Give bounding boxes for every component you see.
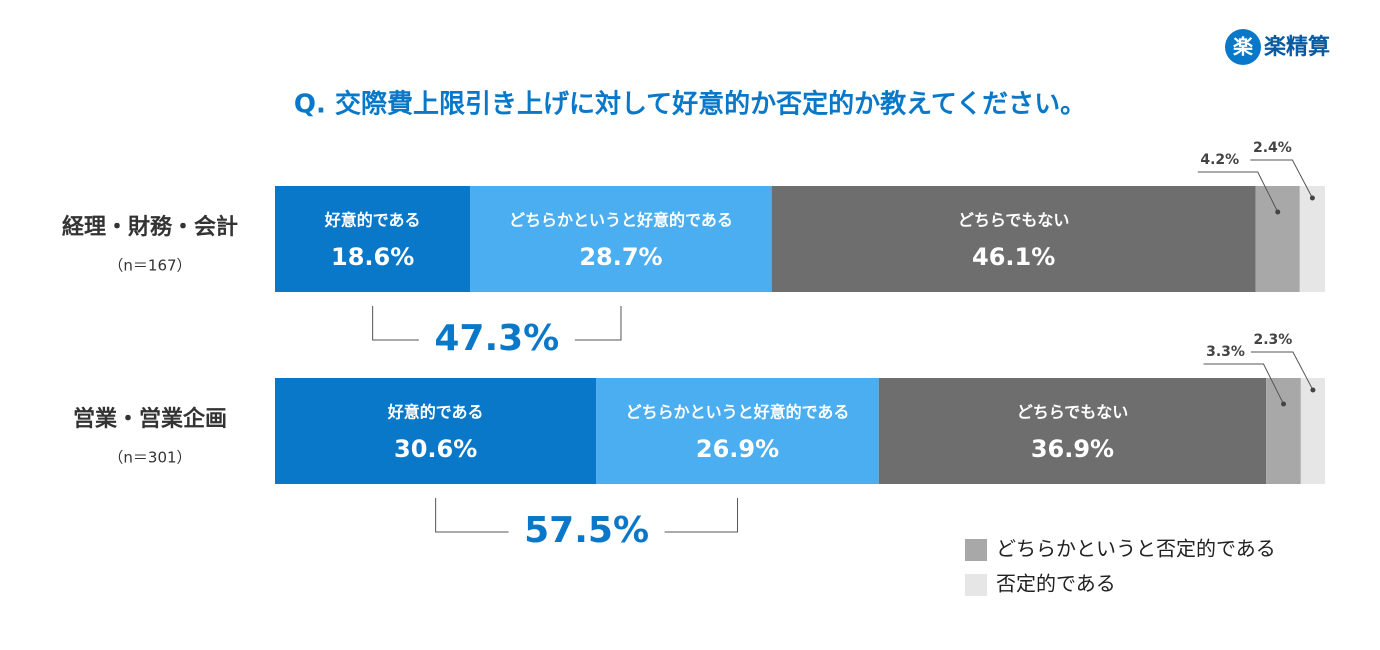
data-label: 36.9% xyxy=(1031,435,1114,463)
leader-line xyxy=(1250,351,1314,391)
logo-text: 楽精算 xyxy=(1264,34,1330,60)
data-label: 30.6% xyxy=(394,435,477,463)
segment-name: どちらでもない xyxy=(958,211,1070,230)
data-label: 3.3% xyxy=(1206,344,1245,360)
leader-line xyxy=(1197,171,1279,213)
bar-segment xyxy=(470,186,772,292)
bar-segment xyxy=(275,186,471,292)
leader-dot xyxy=(1309,195,1315,201)
data-label: 2.3% xyxy=(1254,332,1293,348)
segment-name: どちらでもない xyxy=(1017,403,1129,422)
bar-segment xyxy=(771,186,1256,292)
chart-title: Q. 交際費上限引き上げに対して好意的か否定的か教えてください。 xyxy=(294,89,1086,120)
data-label: 18.6% xyxy=(331,243,414,271)
leader-dot xyxy=(1310,387,1316,393)
combined-label: 57.5% xyxy=(524,510,649,551)
bar-segment xyxy=(1255,186,1300,292)
segment-name: 好意的である xyxy=(324,211,421,230)
bracket xyxy=(664,498,739,533)
bracket xyxy=(574,306,622,341)
bar-segment xyxy=(596,378,879,484)
category-label: 営業・営業企画 xyxy=(73,406,227,432)
data-label: 28.7% xyxy=(579,243,662,271)
logo-icon-bg xyxy=(1225,29,1261,65)
segment-name: 好意的である xyxy=(387,403,484,422)
category-note: （n＝301） xyxy=(108,449,191,467)
leader-line xyxy=(1203,363,1284,405)
data-label: 46.1% xyxy=(972,243,1055,271)
bar-segment xyxy=(878,378,1267,484)
segment-name: どちらかというと好意的である xyxy=(509,211,733,230)
logo-icon: 楽 xyxy=(1233,35,1254,59)
segment-name: どちらかというと好意的である xyxy=(626,403,850,422)
data-label: 2.4% xyxy=(1253,140,1292,156)
legend-label: どちらかというと否定的である xyxy=(996,537,1276,561)
bracket xyxy=(372,306,419,341)
bar-segment xyxy=(1299,186,1325,292)
legend-label: 否定的である xyxy=(996,572,1116,596)
category-note: （n＝167） xyxy=(108,257,191,275)
combined-label: 47.3% xyxy=(434,318,559,359)
legend-swatch xyxy=(965,574,987,596)
leader-dot xyxy=(1275,209,1281,215)
bar-segment xyxy=(275,378,597,484)
data-label: 4.2% xyxy=(1200,152,1239,168)
bar-segment xyxy=(1266,378,1301,484)
legend-swatch xyxy=(965,539,987,561)
data-label: 26.9% xyxy=(696,435,779,463)
leader-line xyxy=(1250,159,1313,199)
bracket xyxy=(435,498,509,533)
bar-segment xyxy=(1300,378,1325,484)
leader-dot xyxy=(1281,401,1287,407)
category-label: 経理・財務・会計 xyxy=(62,214,238,240)
